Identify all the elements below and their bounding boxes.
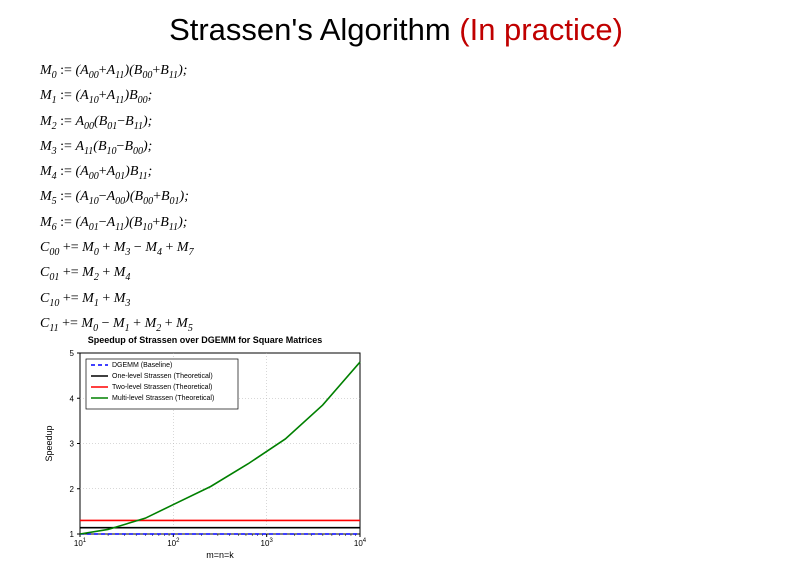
equation-line: M0 := (A00+A11)(B00+B11); xyxy=(40,60,194,83)
equation-line: C10 += M1 + M3 xyxy=(40,288,194,311)
chart-title: Speedup of Strassen over DGEMM for Squar… xyxy=(40,335,370,345)
chart-svg: 1 2 3 4 5 101 102 103 104 m=n=k Speedup DGEMM (Base… xyxy=(40,347,370,562)
svg-text:Two-level Strassen (Theoretica: Two-level Strassen (Theoretical) xyxy=(112,384,212,391)
equation-line: C11 += M0 − M1 + M2 + M5 xyxy=(40,313,194,336)
svg-text:4: 4 xyxy=(70,394,75,403)
equation-line: M2 := A00(B01−B11); xyxy=(40,111,194,134)
svg-text:m=n=k: m=n=k xyxy=(206,550,234,560)
equation-line: C00 += M0 + M3 − M4 + M7 xyxy=(40,237,194,260)
equation-line: C01 += M2 + M4 xyxy=(40,262,194,285)
equation-line: M4 := (A00+A01)B11; xyxy=(40,161,194,184)
svg-text:102: 102 xyxy=(167,538,180,548)
svg-text:1: 1 xyxy=(70,530,75,539)
speedup-chart: Speedup of Strassen over DGEMM for Squar… xyxy=(40,335,370,565)
svg-text:Multi-level Strassen (Theoreti: Multi-level Strassen (Theoretical) xyxy=(112,395,214,402)
slide-title: Strassen's Algorithm (In practice) xyxy=(0,12,792,48)
svg-text:101: 101 xyxy=(74,538,87,548)
equation-line: M5 := (A10−A00)(B00+B01); xyxy=(40,186,194,209)
svg-text:2: 2 xyxy=(70,485,75,494)
equations-block: M0 := (A00+A11)(B00+B11);M1 := (A10+A11)… xyxy=(40,60,194,338)
title-black: Strassen's Algorithm xyxy=(169,12,459,47)
equation-line: M1 := (A10+A11)B00; xyxy=(40,85,194,108)
svg-text:DGEMM (Baseline): DGEMM (Baseline) xyxy=(112,362,172,369)
equation-line: M3 := A11(B10−B00); xyxy=(40,136,194,159)
svg-text:3: 3 xyxy=(70,440,75,449)
svg-text:104: 104 xyxy=(354,538,367,548)
equation-line: M6 := (A01−A11)(B10+B11); xyxy=(40,212,194,235)
svg-text:103: 103 xyxy=(261,538,274,548)
title-red: (In practice) xyxy=(459,12,623,47)
svg-text:One-level Strassen (Theoretica: One-level Strassen (Theoretical) xyxy=(112,373,213,380)
svg-text:5: 5 xyxy=(70,349,75,358)
svg-text:Speedup: Speedup xyxy=(44,425,54,461)
